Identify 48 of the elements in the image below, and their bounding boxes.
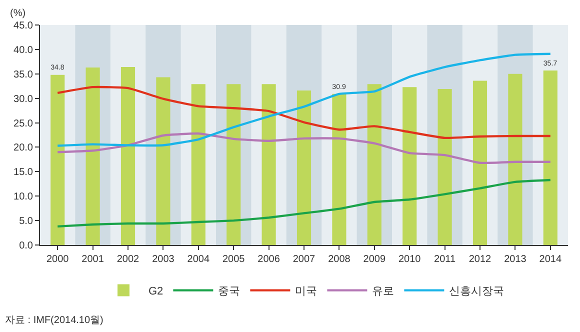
y-tick-label: 30.0 xyxy=(14,94,34,105)
x-tick-label: 2014 xyxy=(539,254,562,265)
bar xyxy=(402,87,417,245)
x-tick-label: 2009 xyxy=(363,254,386,265)
x-tick-label: 2002 xyxy=(116,254,140,265)
bar xyxy=(332,94,346,245)
x-tick-label: 2007 xyxy=(292,254,316,265)
legend-label: 유로 xyxy=(372,286,394,298)
y-tick-label: 15.0 xyxy=(14,167,34,178)
bar xyxy=(472,80,488,245)
x-tick-label: 2008 xyxy=(328,254,351,265)
bar xyxy=(296,90,312,245)
legend-label: G2 xyxy=(148,286,164,298)
y-axis-title: (%) xyxy=(10,8,26,19)
bar xyxy=(262,84,276,245)
x-tick-label: 2003 xyxy=(152,254,175,265)
y-tick-label: 20.0 xyxy=(14,142,34,154)
bar xyxy=(543,70,558,245)
x-tick-label: 2013 xyxy=(504,254,527,265)
x-tick-label: 2006 xyxy=(258,254,280,265)
bar xyxy=(367,84,382,245)
bar xyxy=(50,74,65,245)
x-tick-label: 2012 xyxy=(468,254,492,265)
y-tick-label: 25.0 xyxy=(14,118,34,130)
bar xyxy=(156,77,170,245)
y-tick-label: 40.0 xyxy=(14,44,34,56)
x-tick-label: 2000 xyxy=(46,254,70,265)
y-tick-label: 35.0 xyxy=(14,69,34,80)
x-tick-label: 2011 xyxy=(434,254,456,265)
bar xyxy=(120,67,136,245)
y-tick-label: 45.0 xyxy=(14,20,34,32)
y-tick-label: 10.0 xyxy=(14,192,34,203)
x-tick-label: 2010 xyxy=(398,254,422,265)
line-series xyxy=(56,86,552,140)
legend-label: 중국 xyxy=(218,286,240,298)
x-tick-label: 2005 xyxy=(222,254,246,265)
legend-label: 신흥시장국 xyxy=(449,286,504,298)
legend-label: 미국 xyxy=(295,286,318,298)
y-tick-label: 5.0 xyxy=(19,216,34,228)
bar xyxy=(226,84,241,245)
bar xyxy=(191,84,206,245)
x-tick-label: 2004 xyxy=(187,254,210,265)
bar xyxy=(438,89,452,245)
line-series xyxy=(56,178,552,228)
line-series xyxy=(56,132,552,164)
y-tick-label: 0.0 xyxy=(19,240,34,252)
text: 자료 : IMF(2014.10월) xyxy=(5,315,104,326)
x-tick-label: 2001 xyxy=(82,254,104,265)
